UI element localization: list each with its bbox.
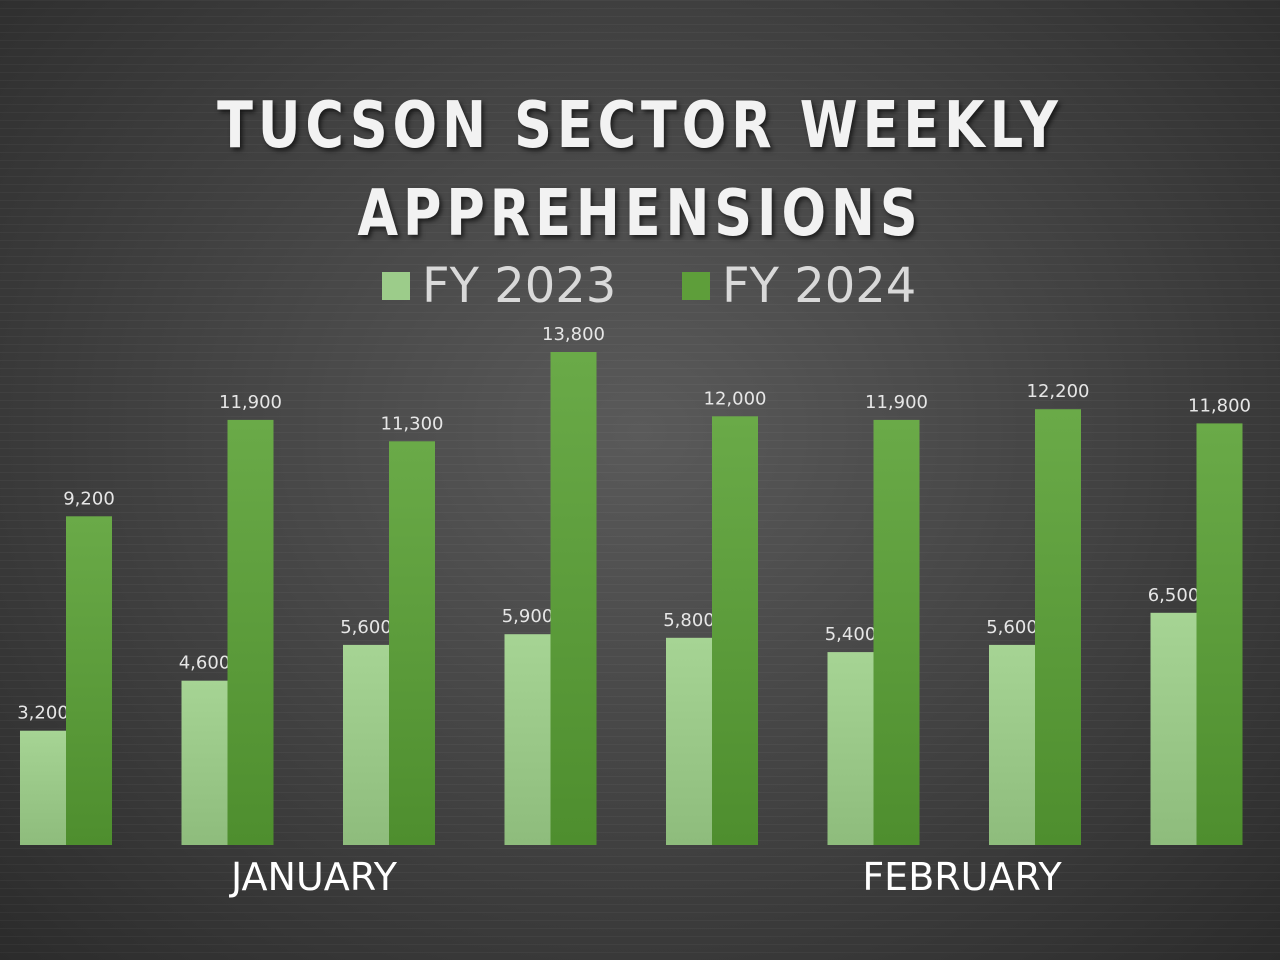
bar-fy2023-3 — [343, 644, 389, 845]
data-label-fy2024-2: 11,900 — [219, 392, 282, 413]
data-label-fy2024-7: 12,200 — [1027, 381, 1090, 402]
data-label-fy2024-3: 11,300 — [381, 413, 444, 434]
chart-legend: FY 2023 FY 2024 — [0, 258, 1280, 314]
data-label-fy2023-5: 5,800 — [663, 610, 715, 631]
data-label-fy2024-4: 13,800 — [542, 324, 605, 345]
data-label-fy2023-2: 4,600 — [179, 653, 231, 674]
data-label-fy2024-8: 11,800 — [1188, 395, 1251, 416]
bar-fy2024-7 — [1035, 409, 1081, 845]
month-label-january: JANUARY — [229, 855, 398, 899]
legend-swatch-fy2023 — [382, 272, 410, 300]
data-label-fy2023-8: 6,500 — [1148, 585, 1200, 606]
bar-fy2023-5 — [666, 637, 712, 845]
chart-title-line-1: TUCSON SECTOR WEEKLY — [217, 89, 1063, 163]
bar-fy2024-4 — [550, 352, 597, 845]
bar-fy2024-6 — [873, 419, 920, 845]
legend-label-fy2023: FY 2023 — [422, 258, 617, 314]
bar-fy2024-1 — [66, 516, 112, 845]
bar-fy2023-8 — [1150, 612, 1197, 845]
chart-title: TUCSON SECTOR WEEKLY APPREHENSIONS — [115, 82, 1165, 258]
data-label-fy2024-1: 9,200 — [63, 488, 115, 509]
bar-fy2024-5 — [712, 416, 758, 845]
data-label-fy2023-7: 5,600 — [986, 617, 1038, 638]
legend-label-fy2024: FY 2024 — [722, 258, 917, 314]
bar-fy2023-7 — [989, 644, 1035, 845]
month-label-february: FEBRUARY — [862, 855, 1062, 899]
bar-fy2023-1 — [20, 730, 66, 845]
data-label-fy2024-5: 12,000 — [704, 388, 767, 409]
bar-fy2023-4 — [504, 634, 551, 845]
bar-fy2024-2 — [227, 419, 274, 845]
bar-fy2023-6 — [827, 652, 874, 845]
chart-title-line-2: APPREHENSIONS — [357, 177, 923, 251]
legend-swatch-fy2024 — [682, 272, 710, 300]
data-label-fy2023-1: 3,200 — [17, 703, 69, 724]
bar-fy2023-2 — [181, 680, 228, 845]
data-label-fy2023-3: 5,600 — [340, 617, 392, 638]
bar-fy2024-8 — [1196, 423, 1243, 845]
data-label-fy2023-6: 5,400 — [825, 624, 877, 645]
data-label-fy2023-4: 5,900 — [502, 606, 554, 627]
data-label-fy2024-6: 11,900 — [865, 392, 928, 413]
legend-item-fy2023: FY 2023 — [382, 258, 616, 314]
bar-fy2024-3 — [389, 441, 435, 845]
legend-item-fy2024: FY 2024 — [682, 258, 916, 314]
